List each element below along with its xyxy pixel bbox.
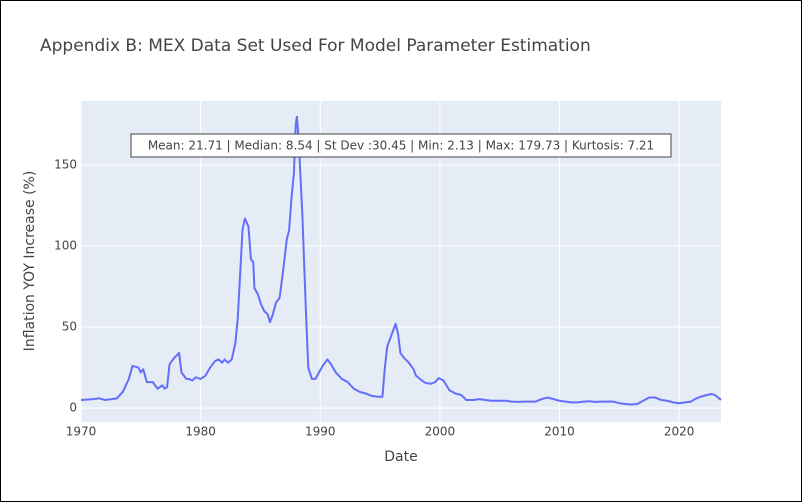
x-tick-label: 1970: [66, 425, 97, 439]
x-tick-label: 1990: [305, 425, 336, 439]
chart-title: Appendix B: MEX Data Set Used For Model …: [40, 36, 591, 56]
y-tick-label: 50: [62, 320, 77, 334]
marks: [80, 115, 722, 406]
annotation: Mean: 21.71 | Median: 8.54 | St Dev :30.…: [148, 139, 654, 153]
x-tick-label: 2000: [425, 425, 456, 439]
line: [80, 115, 722, 406]
y-tick-label: 0: [69, 401, 77, 415]
y-tick-label: 150: [54, 158, 77, 172]
x-tick-label: 2010: [544, 425, 575, 439]
x-tick-label: 2020: [664, 425, 695, 439]
annotation-box: [130, 133, 672, 158]
y-axis-title: Inflation YOY Increase (%): [22, 171, 38, 352]
y-tick-label: 100: [54, 239, 77, 253]
x-axis-title: Date: [384, 449, 417, 465]
x-tick-label: 1980: [185, 425, 216, 439]
